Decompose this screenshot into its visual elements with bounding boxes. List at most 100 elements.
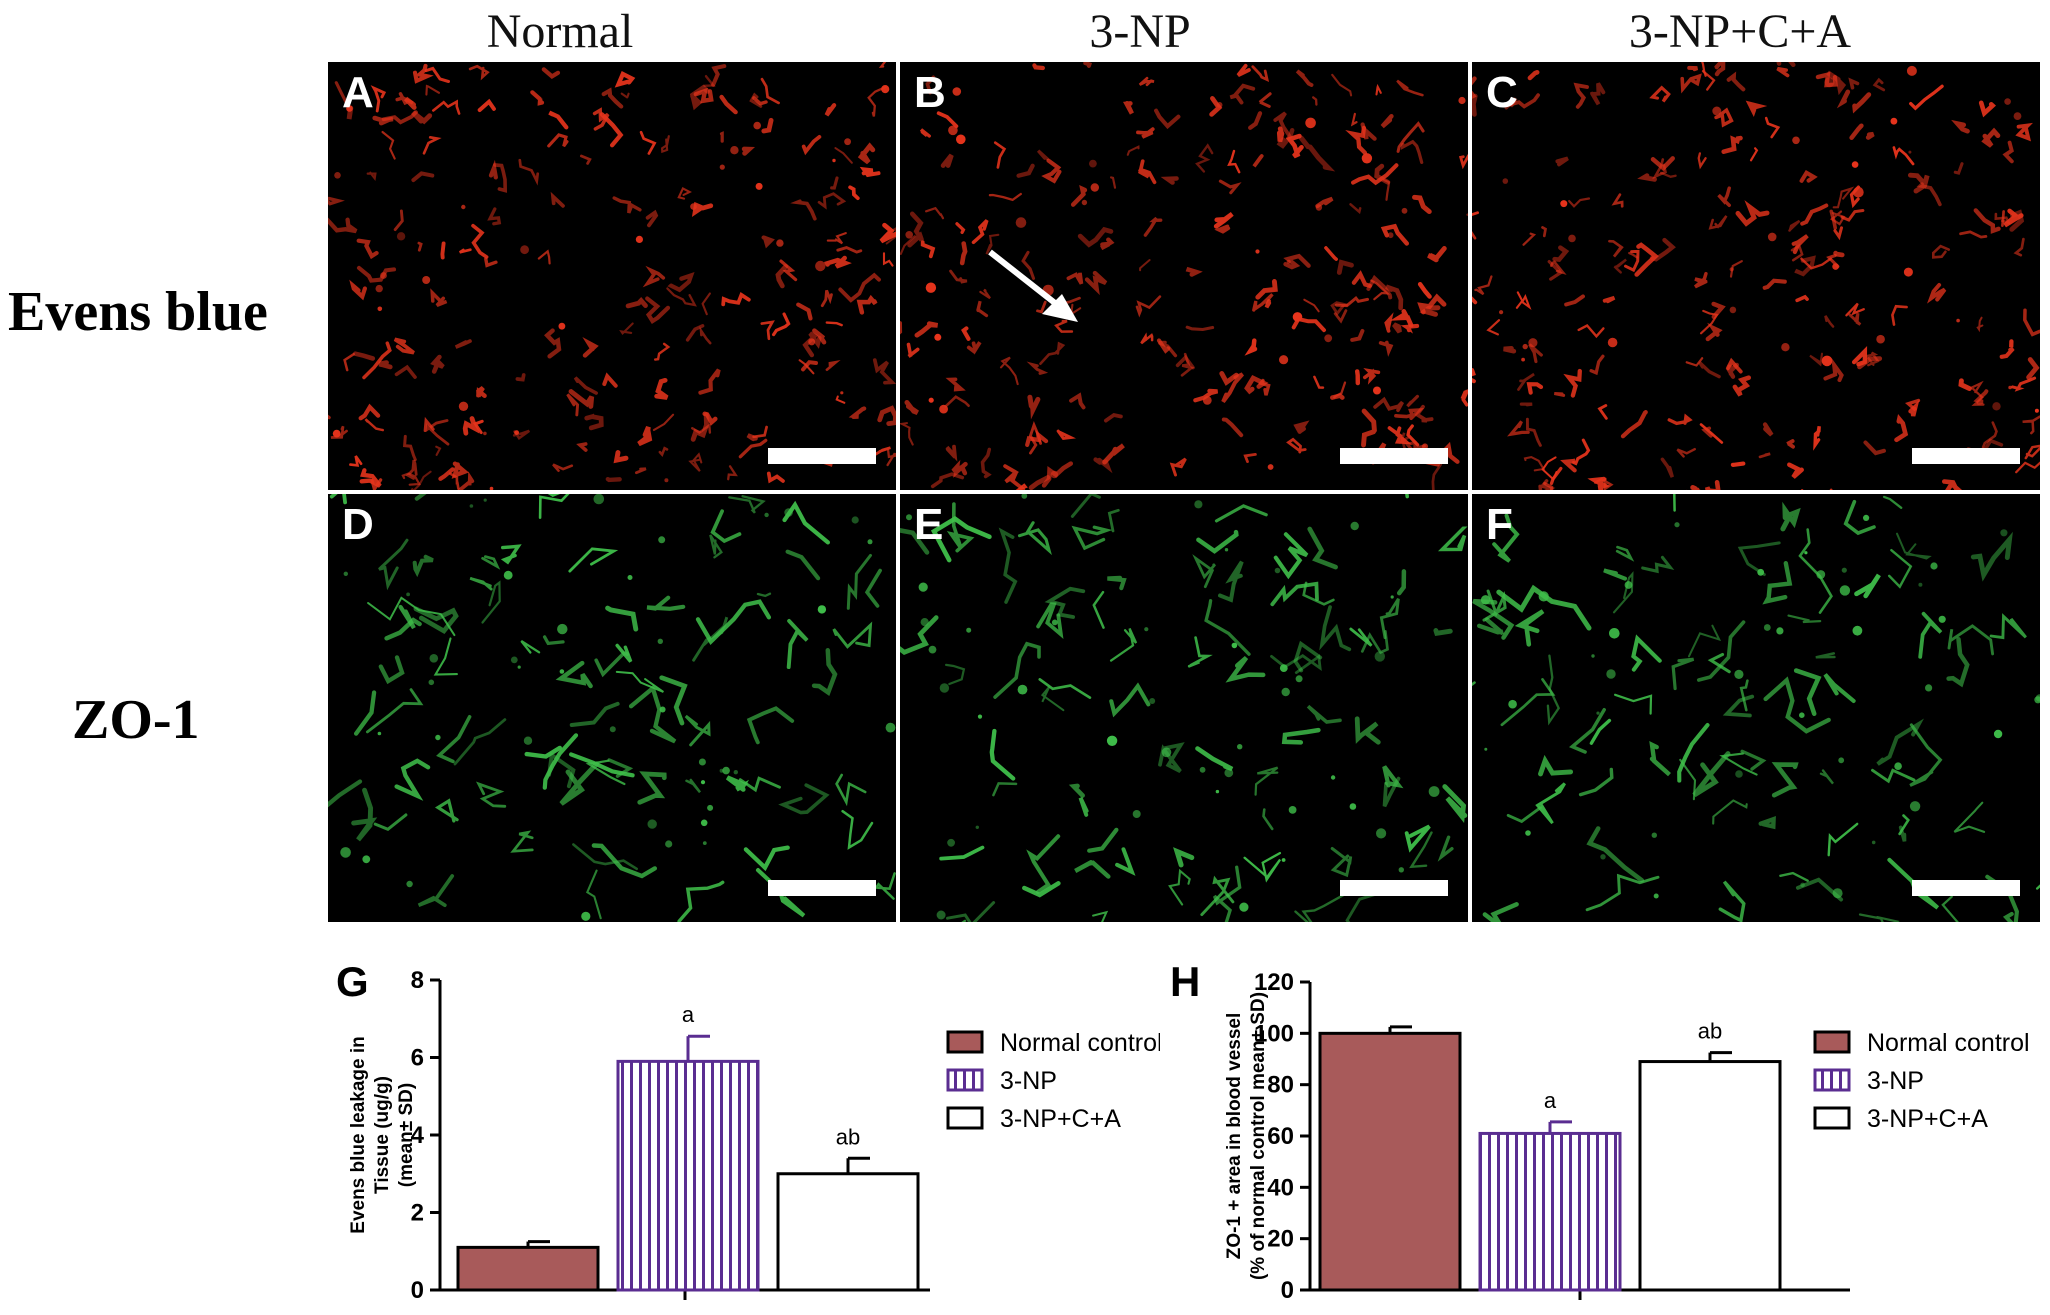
stain-fiber — [832, 178, 837, 188]
stain-fiber — [1954, 803, 1984, 832]
stain-spot — [1832, 263, 1839, 270]
stain-fiber — [687, 780, 701, 792]
stain-fiber — [1592, 83, 1603, 104]
stain-fiber — [581, 156, 589, 163]
stain-spot — [1992, 402, 2000, 410]
stain-spot — [557, 624, 567, 634]
stain-spot — [966, 628, 971, 633]
stain-spot — [1600, 854, 1605, 859]
stain-fiber — [1529, 384, 1541, 392]
stain-fiber — [1256, 768, 1278, 795]
stain-fiber — [1247, 378, 1264, 391]
stain-fiber — [2019, 126, 2029, 139]
stain-spot — [956, 135, 966, 145]
stain-fiber — [395, 211, 402, 230]
stain-fiber — [1375, 400, 1402, 411]
stain-fiber — [1741, 681, 1747, 710]
stain-fiber — [641, 132, 655, 153]
stain-spot — [1481, 595, 1490, 604]
stain-spot — [1925, 684, 1932, 691]
stain-fiber — [1089, 830, 1116, 851]
stain-fiber — [1145, 218, 1160, 235]
stain-fiber — [1445, 787, 1465, 817]
stain-fiber — [1475, 277, 1491, 295]
stain-spot — [333, 430, 341, 438]
stain-spot — [815, 261, 825, 271]
stain-fiber — [754, 427, 767, 437]
stain-fiber — [1310, 529, 1336, 567]
stain-spot — [1016, 217, 1027, 228]
stain-spot — [1144, 627, 1148, 631]
stain-fiber — [713, 66, 724, 85]
stain-spot — [905, 231, 913, 239]
stain-fiber — [1253, 67, 1267, 80]
stain-spot — [1523, 344, 1528, 349]
stain-fiber — [1075, 527, 1107, 548]
stain-fiber — [433, 102, 459, 114]
stain-fiber — [1797, 297, 1807, 301]
stain-fiber — [419, 876, 453, 905]
stain-fiber — [1111, 629, 1136, 661]
stain-fiber — [1085, 63, 1089, 66]
bar-normal-control — [1320, 1033, 1460, 1290]
stain-fiber — [545, 637, 563, 644]
stain-spot — [1282, 858, 1286, 862]
stain-fiber — [964, 328, 969, 338]
stain-fiber — [1128, 147, 1139, 155]
stain-fiber — [948, 903, 994, 922]
stain-fiber — [923, 242, 933, 256]
stain-fiber — [1301, 138, 1328, 168]
stain-fiber — [328, 410, 329, 418]
legend-swatch — [1815, 1070, 1849, 1090]
stain-fiber — [660, 448, 667, 454]
stain-fiber — [397, 761, 429, 796]
stain-fiber — [700, 370, 718, 393]
stain-fiber — [1767, 563, 1790, 601]
stain-fiber — [473, 226, 487, 257]
stain-fiber — [1700, 482, 1719, 490]
stain-fiber — [561, 663, 591, 686]
stain-fiber — [995, 143, 1004, 168]
stain-spot — [840, 391, 843, 394]
panel-letter-b: B — [914, 68, 946, 118]
stain-spot — [929, 646, 937, 654]
stain-spot — [1275, 568, 1281, 574]
stain-fiber — [1109, 510, 1118, 531]
stain-fiber — [1541, 761, 1571, 774]
stain-fiber — [1866, 443, 1884, 454]
stain-spot — [1539, 591, 1549, 601]
stain-fiber — [995, 644, 1039, 697]
stain-fiber — [362, 470, 380, 486]
stain-spot — [594, 494, 605, 504]
stain-fiber — [1229, 151, 1239, 172]
stain-fiber — [1555, 248, 1566, 260]
bar-3-np — [1480, 1133, 1620, 1290]
stain-fiber — [1780, 873, 1807, 881]
stain-fiber — [917, 324, 938, 336]
stain-fiber — [1245, 853, 1281, 880]
stain-fiber — [456, 341, 470, 347]
stain-spot — [940, 683, 949, 692]
stain-fiber — [1677, 449, 1694, 456]
stain-fiber — [1985, 131, 1998, 146]
stain-fiber — [1695, 274, 1706, 287]
stain-spot — [560, 669, 565, 674]
stain-fiber — [1479, 620, 1503, 633]
stain-fiber — [1140, 78, 1154, 85]
stain-spot — [1764, 624, 1771, 631]
stain-fiber — [1789, 221, 1799, 231]
stain-fiber — [1765, 281, 1785, 288]
stain-spot — [1822, 356, 1833, 367]
stain-fiber — [746, 848, 788, 868]
stain-fiber — [1382, 116, 1391, 126]
stain-spot — [844, 138, 851, 145]
stain-fiber — [1254, 156, 1262, 166]
stain-fiber — [1074, 786, 1083, 796]
y-axis-label: Evens blue leakage in — [348, 1036, 369, 1233]
column-title-normal: Normal — [280, 4, 840, 59]
stain-spot — [1484, 748, 1487, 751]
stain-spot — [1735, 770, 1743, 778]
stain-fiber — [1521, 404, 1532, 405]
stain-spot — [648, 819, 657, 828]
stain-fiber — [1662, 459, 1672, 477]
